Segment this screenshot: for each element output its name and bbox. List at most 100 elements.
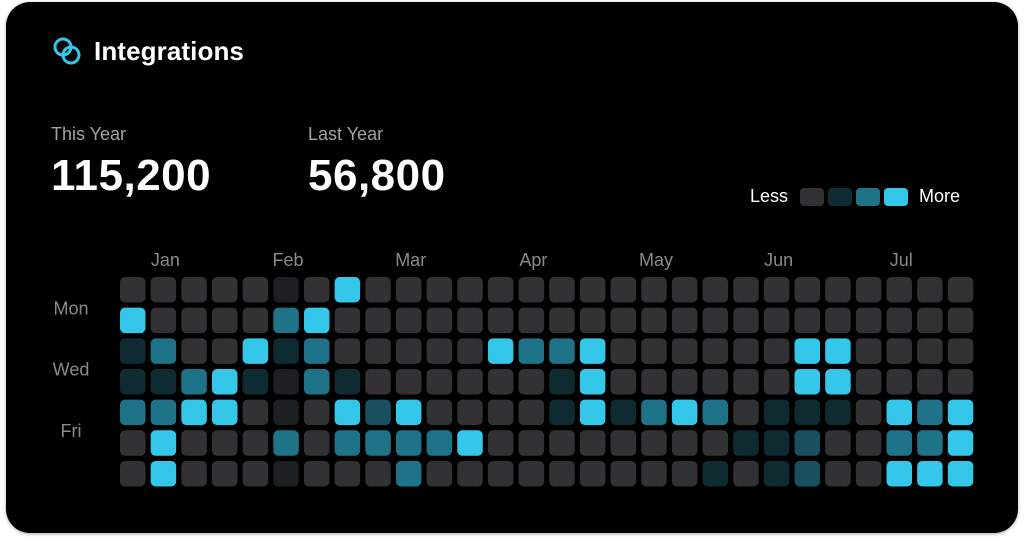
heatmap-cell — [334, 338, 361, 364]
heatmap-cell — [242, 307, 269, 334]
heatmap-cell — [733, 430, 759, 456]
heatmap-cell — [242, 338, 269, 364]
month-label-feb: Feb — [273, 250, 304, 270]
heatmap-cell — [487, 277, 514, 303]
heatmap-cell — [150, 307, 177, 334]
heatmap-cell — [549, 277, 575, 303]
heatmap-cell — [365, 460, 391, 487]
heatmap-cell — [794, 307, 821, 334]
heatmap-cell — [947, 277, 974, 303]
heatmap-cell — [518, 277, 545, 303]
heatmap-cell — [825, 277, 851, 303]
heatmap-cell — [610, 399, 637, 426]
heatmap-cell — [947, 338, 974, 364]
last-year-value: 56,800 — [308, 151, 446, 200]
heatmap-cell — [549, 368, 575, 395]
heatmap-cell — [211, 460, 238, 487]
heatmap-cell — [886, 399, 912, 426]
heatmap-cell — [365, 307, 391, 334]
heatmap-cell — [518, 399, 545, 426]
heatmap-cell — [825, 430, 851, 456]
month-label-jan: Jan — [151, 250, 180, 270]
heatmap-cell — [886, 460, 912, 487]
heatmap-cell — [794, 430, 821, 456]
heatmap-cell — [150, 338, 177, 364]
heatmap-cell — [886, 277, 912, 303]
heatmap-cell — [120, 430, 146, 456]
heatmap-cell — [733, 307, 759, 334]
heatmap-cell — [487, 307, 514, 334]
heatmap-cell — [794, 460, 821, 487]
heatmap-cell — [242, 460, 269, 487]
heatmap-cell — [395, 368, 422, 395]
heatmap-cell — [273, 277, 299, 303]
heatmap-cell — [303, 277, 330, 303]
heatmap-cell — [794, 368, 821, 395]
heatmap-cell — [426, 307, 453, 334]
heatmap-cell — [518, 368, 545, 395]
heatmap-cell — [211, 307, 238, 334]
heatmap-cell — [549, 399, 575, 426]
heatmap-cell — [518, 338, 545, 364]
heatmap-cell — [120, 368, 146, 395]
heatmap-cell — [947, 399, 974, 426]
heatmap-cell — [150, 430, 177, 456]
heatmap-cell — [733, 277, 759, 303]
heatmap-cell — [211, 430, 238, 456]
heatmap-cell — [855, 430, 882, 456]
heatmap-cell — [395, 399, 422, 426]
heatmap-cell — [825, 338, 851, 364]
heatmap-cell — [917, 460, 943, 487]
this-year-label: This Year — [51, 124, 127, 144]
heatmap-cell — [947, 460, 974, 487]
heatmap-cell — [365, 399, 391, 426]
heatmap-cell — [671, 460, 698, 487]
month-label-apr: Apr — [519, 250, 547, 270]
heatmap-cell — [549, 307, 575, 334]
heatmap-cell — [273, 307, 299, 334]
heatmap-cell — [487, 338, 514, 364]
heatmap-cell — [120, 277, 146, 303]
heatmap-cell — [641, 430, 667, 456]
heatmap-cell — [671, 338, 698, 364]
heatmap-cell — [334, 307, 361, 334]
heatmap-cell — [120, 399, 146, 426]
heatmap-cell — [855, 307, 882, 334]
heatmap-cell — [334, 277, 361, 303]
heatmap-cell — [579, 338, 606, 364]
heatmap-cell — [671, 430, 698, 456]
heatmap-cell — [242, 430, 269, 456]
heatmap-cell — [917, 399, 943, 426]
last-year-label: Last Year — [308, 124, 384, 144]
heatmap-cell — [671, 277, 698, 303]
heatmap-cell — [120, 460, 146, 487]
heatmap-cell — [641, 307, 667, 334]
heatmap-cell — [518, 307, 545, 334]
heatmap-cell — [763, 307, 790, 334]
heatmap-cell — [120, 307, 146, 334]
heatmap-cell — [395, 307, 422, 334]
heatmap-cell — [518, 430, 545, 456]
heatmap-cell — [518, 460, 545, 487]
heatmap-cell — [763, 338, 790, 364]
heatmap-cell — [671, 307, 698, 334]
heatmap-cell — [702, 338, 729, 364]
this-year-value: 115,200 — [51, 151, 212, 200]
integrations-card: Integrations This Year 115,200 Last Year… — [6, 2, 1018, 533]
heatmap-cell — [395, 338, 422, 364]
heatmap-cell — [273, 399, 299, 426]
heatmap-cell — [242, 277, 269, 303]
heatmap-cell — [610, 430, 637, 456]
heatmap-cell — [763, 368, 790, 395]
heatmap-cell — [702, 307, 729, 334]
heatmap-cell — [733, 368, 759, 395]
heatmap-cell — [181, 277, 207, 303]
heatmap-cell — [487, 460, 514, 487]
heatmap-cell — [487, 430, 514, 456]
heatmap-cell — [457, 460, 483, 487]
linked-rings-icon — [53, 37, 81, 65]
legend-swatch-3 — [884, 187, 909, 206]
heatmap-cell — [273, 430, 299, 456]
heatmap-cell — [426, 277, 453, 303]
heatmap-cell — [181, 368, 207, 395]
